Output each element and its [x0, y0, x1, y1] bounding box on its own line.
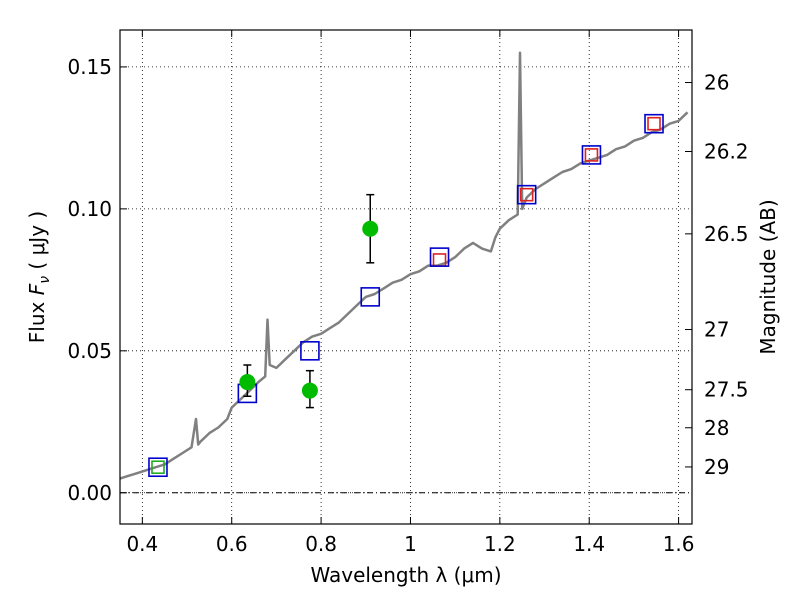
y2-tick-label: 26 — [704, 71, 729, 95]
y-axis-label: Flux Fν ( μJy ) — [25, 211, 53, 343]
model-point-blue — [581, 145, 602, 165]
data-points — [148, 113, 664, 478]
y-axis-label-f: F — [25, 283, 49, 295]
y-axis-label-flux: Flux — [25, 295, 49, 343]
y2-axis-label: Magnitude (AB) — [756, 199, 780, 354]
y-tick-label: 0.10 — [67, 197, 112, 221]
model-point-blue — [148, 457, 168, 478]
model-point-red — [584, 148, 599, 162]
y2-tick-label: 26.2 — [704, 140, 749, 164]
x-tick-label: 1.4 — [573, 532, 605, 556]
observed-point — [239, 374, 256, 391]
y-axis-label-nu: ν — [37, 276, 53, 284]
x-tick-label: 0.8 — [305, 532, 337, 556]
model-point-blue — [360, 287, 381, 307]
x-tick-label: 1 — [404, 532, 417, 556]
x-tick-label: 0.6 — [216, 532, 248, 556]
model-point-blue — [429, 247, 450, 267]
y-tick-label: 0.15 — [67, 55, 112, 79]
y-axis: 0.00 0.05 0.10 0.15 — [67, 55, 127, 505]
x-axis-label: Wavelength λ (μm) — [310, 563, 501, 587]
grid — [120, 30, 692, 524]
observed-point — [362, 220, 379, 237]
y2-tick-label: 27 — [704, 318, 729, 342]
plot-frame — [119, 29, 693, 525]
model-point-red — [519, 187, 534, 202]
y2-tick-label: 27.5 — [704, 378, 749, 402]
y2-tick-label: 29 — [704, 455, 729, 479]
model-point-red — [647, 116, 661, 131]
model-point-green — [151, 460, 165, 475]
y2-axis: 26 26.2 26.5 27 27.5 28 29 — [685, 71, 749, 479]
x-axis: 0.4 0.6 0.8 1 1.2 1.4 1.6 — [126, 30, 695, 556]
y2-tick-label: 28 — [704, 416, 729, 440]
y-tick-label: 0.00 — [67, 481, 112, 505]
x-tick-label: 0.4 — [126, 532, 158, 556]
y2-tick-label: 26.5 — [704, 222, 749, 246]
model-point-blue — [516, 184, 537, 205]
observed-point — [301, 382, 318, 399]
x-tick-label: 1.6 — [663, 532, 695, 556]
model-point-blue — [644, 113, 664, 134]
y-axis-label-unit: ( μJy ) — [25, 211, 49, 276]
model-point-blue — [300, 341, 320, 361]
y-tick-label: 0.05 — [67, 339, 112, 363]
x-tick-label: 1.2 — [484, 532, 516, 556]
